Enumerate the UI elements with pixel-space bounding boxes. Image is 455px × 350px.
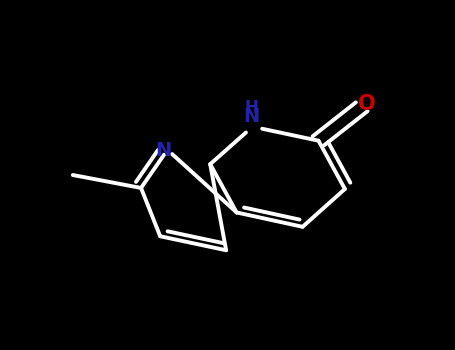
Text: H: H [244, 99, 258, 118]
Text: N: N [156, 141, 172, 160]
Text: N: N [243, 107, 259, 126]
Text: O: O [359, 94, 376, 114]
